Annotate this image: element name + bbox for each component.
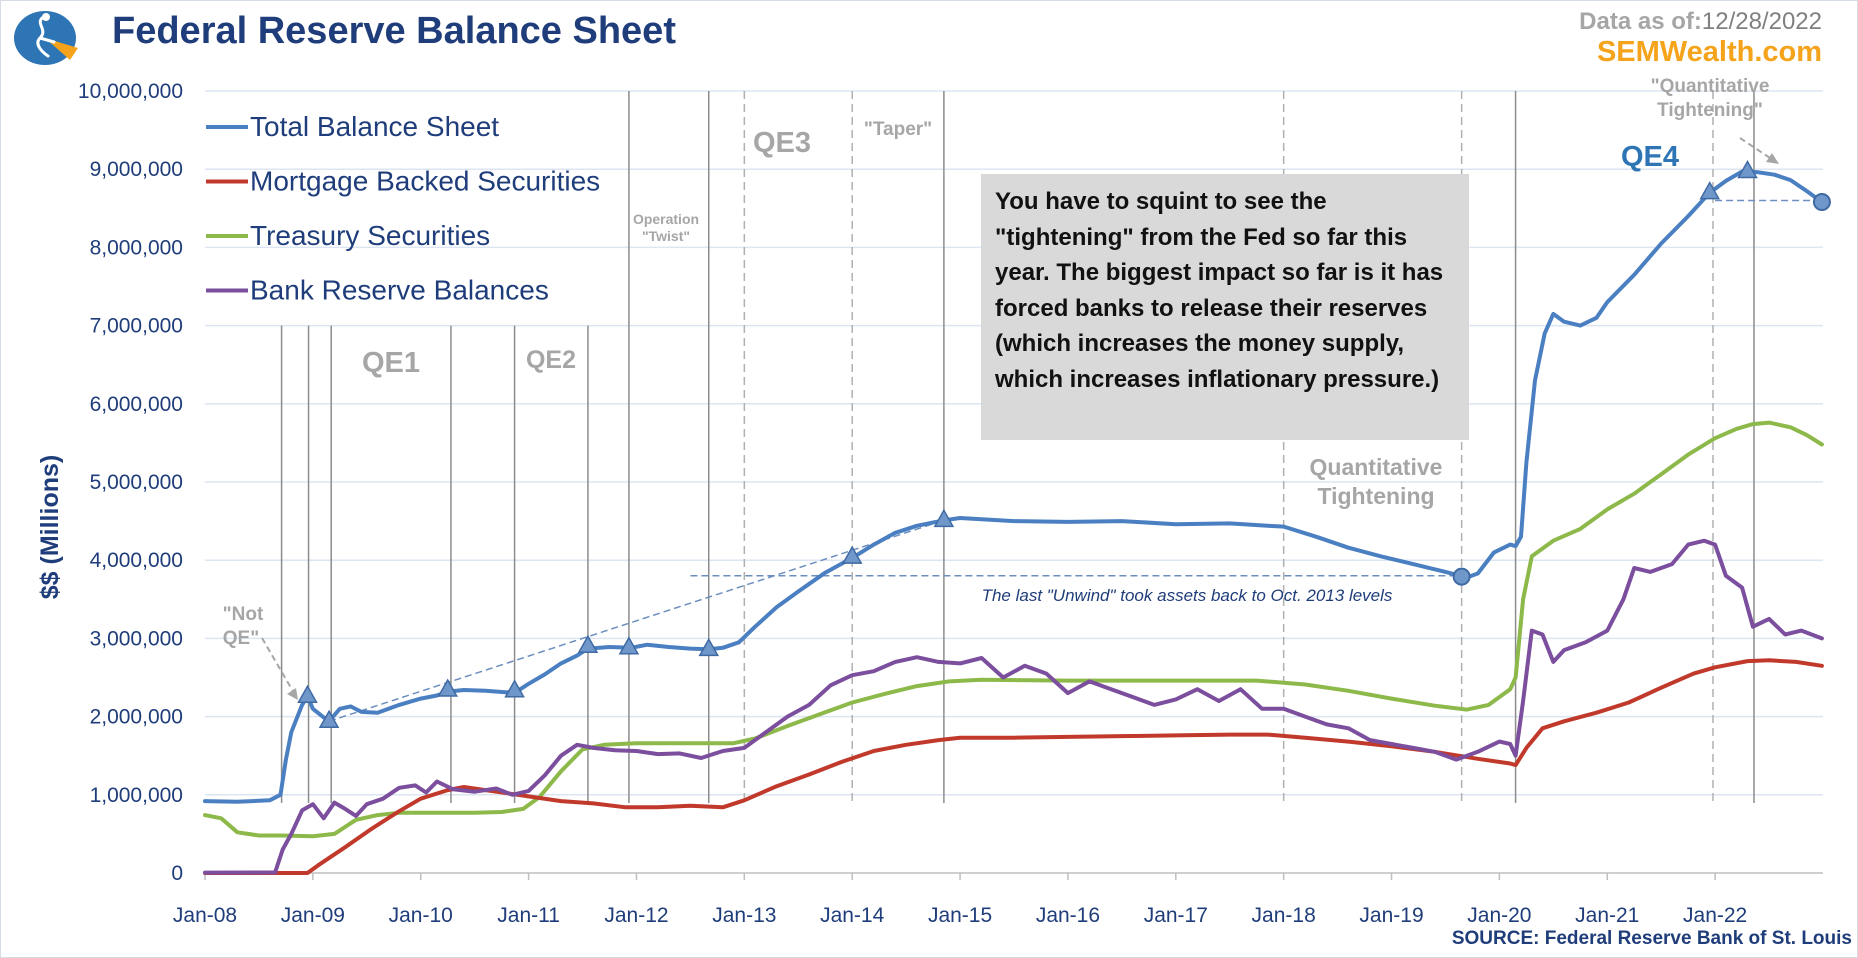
qt2-label-1: "Quantitative <box>1651 76 1770 97</box>
legend-label: Treasury Securities <box>250 220 490 251</box>
page-title: Federal Reserve Balance Sheet <box>112 10 676 52</box>
y-tick-label: 3,000,000 <box>90 627 183 650</box>
x-tick-label: Jan-19 <box>1359 904 1423 927</box>
series-line-reserves <box>203 538 1824 875</box>
y-tick-label: 8,000,000 <box>90 236 183 259</box>
qt-label-2: Tightening <box>1317 483 1434 509</box>
y-axis-ticks: 0 1,000,000 2,000,000 3,000,000 4,000,000 5,0… <box>78 80 183 885</box>
x-tick-label: Jan-11 <box>497 904 560 927</box>
legend-label: Total Balance Sheet <box>250 111 499 142</box>
source-note: SOURCE: Federal Reserve Bank of St. Loui… <box>1451 928 1852 949</box>
event-marker <box>318 709 340 729</box>
x-tick-label: Jan-08 <box>173 904 237 927</box>
event-marker <box>577 634 599 653</box>
event-marker <box>504 679 525 698</box>
qt2-arrow-line <box>1739 137 1771 159</box>
not-qe-arrow-line <box>261 637 295 694</box>
x-tick-label: Jan-22 <box>1683 904 1747 927</box>
x-tick-label: Jan-13 <box>712 904 776 927</box>
qe4-label: QE4 <box>1621 141 1679 173</box>
x-tick-label: Jan-09 <box>281 904 345 927</box>
x-tick-label: Jan-10 <box>389 904 453 927</box>
x-tick-label: Jan-12 <box>604 904 668 927</box>
x-tick-label: Jan-16 <box>1036 904 1100 927</box>
qe2-label: QE2 <box>526 346 576 374</box>
data-as-of: Data as of:12/28/2022 <box>1579 8 1822 36</box>
x-axis-ticks: Jan-08 Jan-09 Jan-10 Jan-11 Jan-12 Jan-13 Jan-… <box>173 873 1747 927</box>
not-qe-label-2: QE" <box>223 628 259 649</box>
event-marker <box>618 636 640 655</box>
y-tick-label: 1,000,000 <box>90 784 183 807</box>
as-of-date: 12/28/2022 <box>1701 8 1822 35</box>
x-tick-label: Jan-18 <box>1252 904 1316 927</box>
trend-lines <box>328 199 1822 723</box>
logo-figure-icon <box>36 16 56 58</box>
not-qe-arrow-head <box>287 688 298 700</box>
y-tick-label: 5,000,000 <box>90 471 183 494</box>
end-marker <box>1812 193 1831 212</box>
event-marker <box>933 508 955 528</box>
x-tick-label: Jan-21 <box>1575 904 1639 927</box>
qe3-label: QE3 <box>753 127 811 159</box>
x-tick-label: Jan-14 <box>820 904 885 927</box>
event-marker <box>1737 160 1758 179</box>
series-line-total <box>203 169 1824 804</box>
event-marker <box>698 637 720 657</box>
y-tick-label: 4,000,000 <box>90 549 183 572</box>
as-of-label: Data as of: <box>1579 8 1702 35</box>
event-marker <box>297 684 318 704</box>
qt2-label-2: Tightening" <box>1657 100 1763 121</box>
brand-name: SEMWealth.com <box>1596 36 1822 68</box>
qt2-arrow-head <box>1766 153 1779 164</box>
series-line-mbs <box>203 658 1824 875</box>
end-marker <box>1452 567 1471 586</box>
semwealth-logo <box>14 11 78 65</box>
y-tick-label: 9,000,000 <box>90 158 183 181</box>
callout-box: You have to squint to see the "tightenin… <box>981 174 1469 440</box>
y-axis-label: $$ (Millions) <box>36 455 64 599</box>
legend: Total Balance Sheet Mortgage Backed Secur… <box>206 111 600 306</box>
logo-head <box>42 13 50 21</box>
event-marker <box>437 678 458 697</box>
legend-label: Mortgage Backed Securities <box>250 166 600 197</box>
event-marker <box>841 545 863 564</box>
event-marker <box>1699 181 1721 200</box>
x-tick-label: Jan-20 <box>1467 904 1531 927</box>
y-tick-label: 6,000,000 <box>90 393 183 416</box>
logo-wedge <box>45 38 78 60</box>
series-lines <box>203 169 1824 875</box>
y-tick-label: 7,000,000 <box>90 315 183 338</box>
y-tick-label: 10,000,000 <box>78 80 183 103</box>
unwind-note: The last "Unwind" took assets back to Oc… <box>982 586 1393 605</box>
trend-line <box>328 519 945 723</box>
not-qe-label-1: "Not <box>223 604 264 625</box>
qt-label-1: Quantitative <box>1310 454 1443 480</box>
event-markers <box>297 160 1831 729</box>
taper-label: "Taper" <box>864 119 932 140</box>
x-tick-label: Jan-15 <box>928 904 992 927</box>
y-tick-label: 0 <box>171 862 183 885</box>
series-line-treasury <box>203 420 1824 839</box>
annotations: "Not QE" QE1 QE2 QE3 QE4 Operation "Twis… <box>223 76 1779 700</box>
y-tick-label: 2,000,000 <box>90 706 183 729</box>
qe1-label: QE1 <box>362 347 420 379</box>
twist-label-2: "Twist" <box>642 228 690 244</box>
twist-label-1: Operation <box>633 211 699 227</box>
legend-label: Bank Reserve Balances <box>250 275 549 306</box>
x-tick-label: Jan-17 <box>1144 904 1208 927</box>
